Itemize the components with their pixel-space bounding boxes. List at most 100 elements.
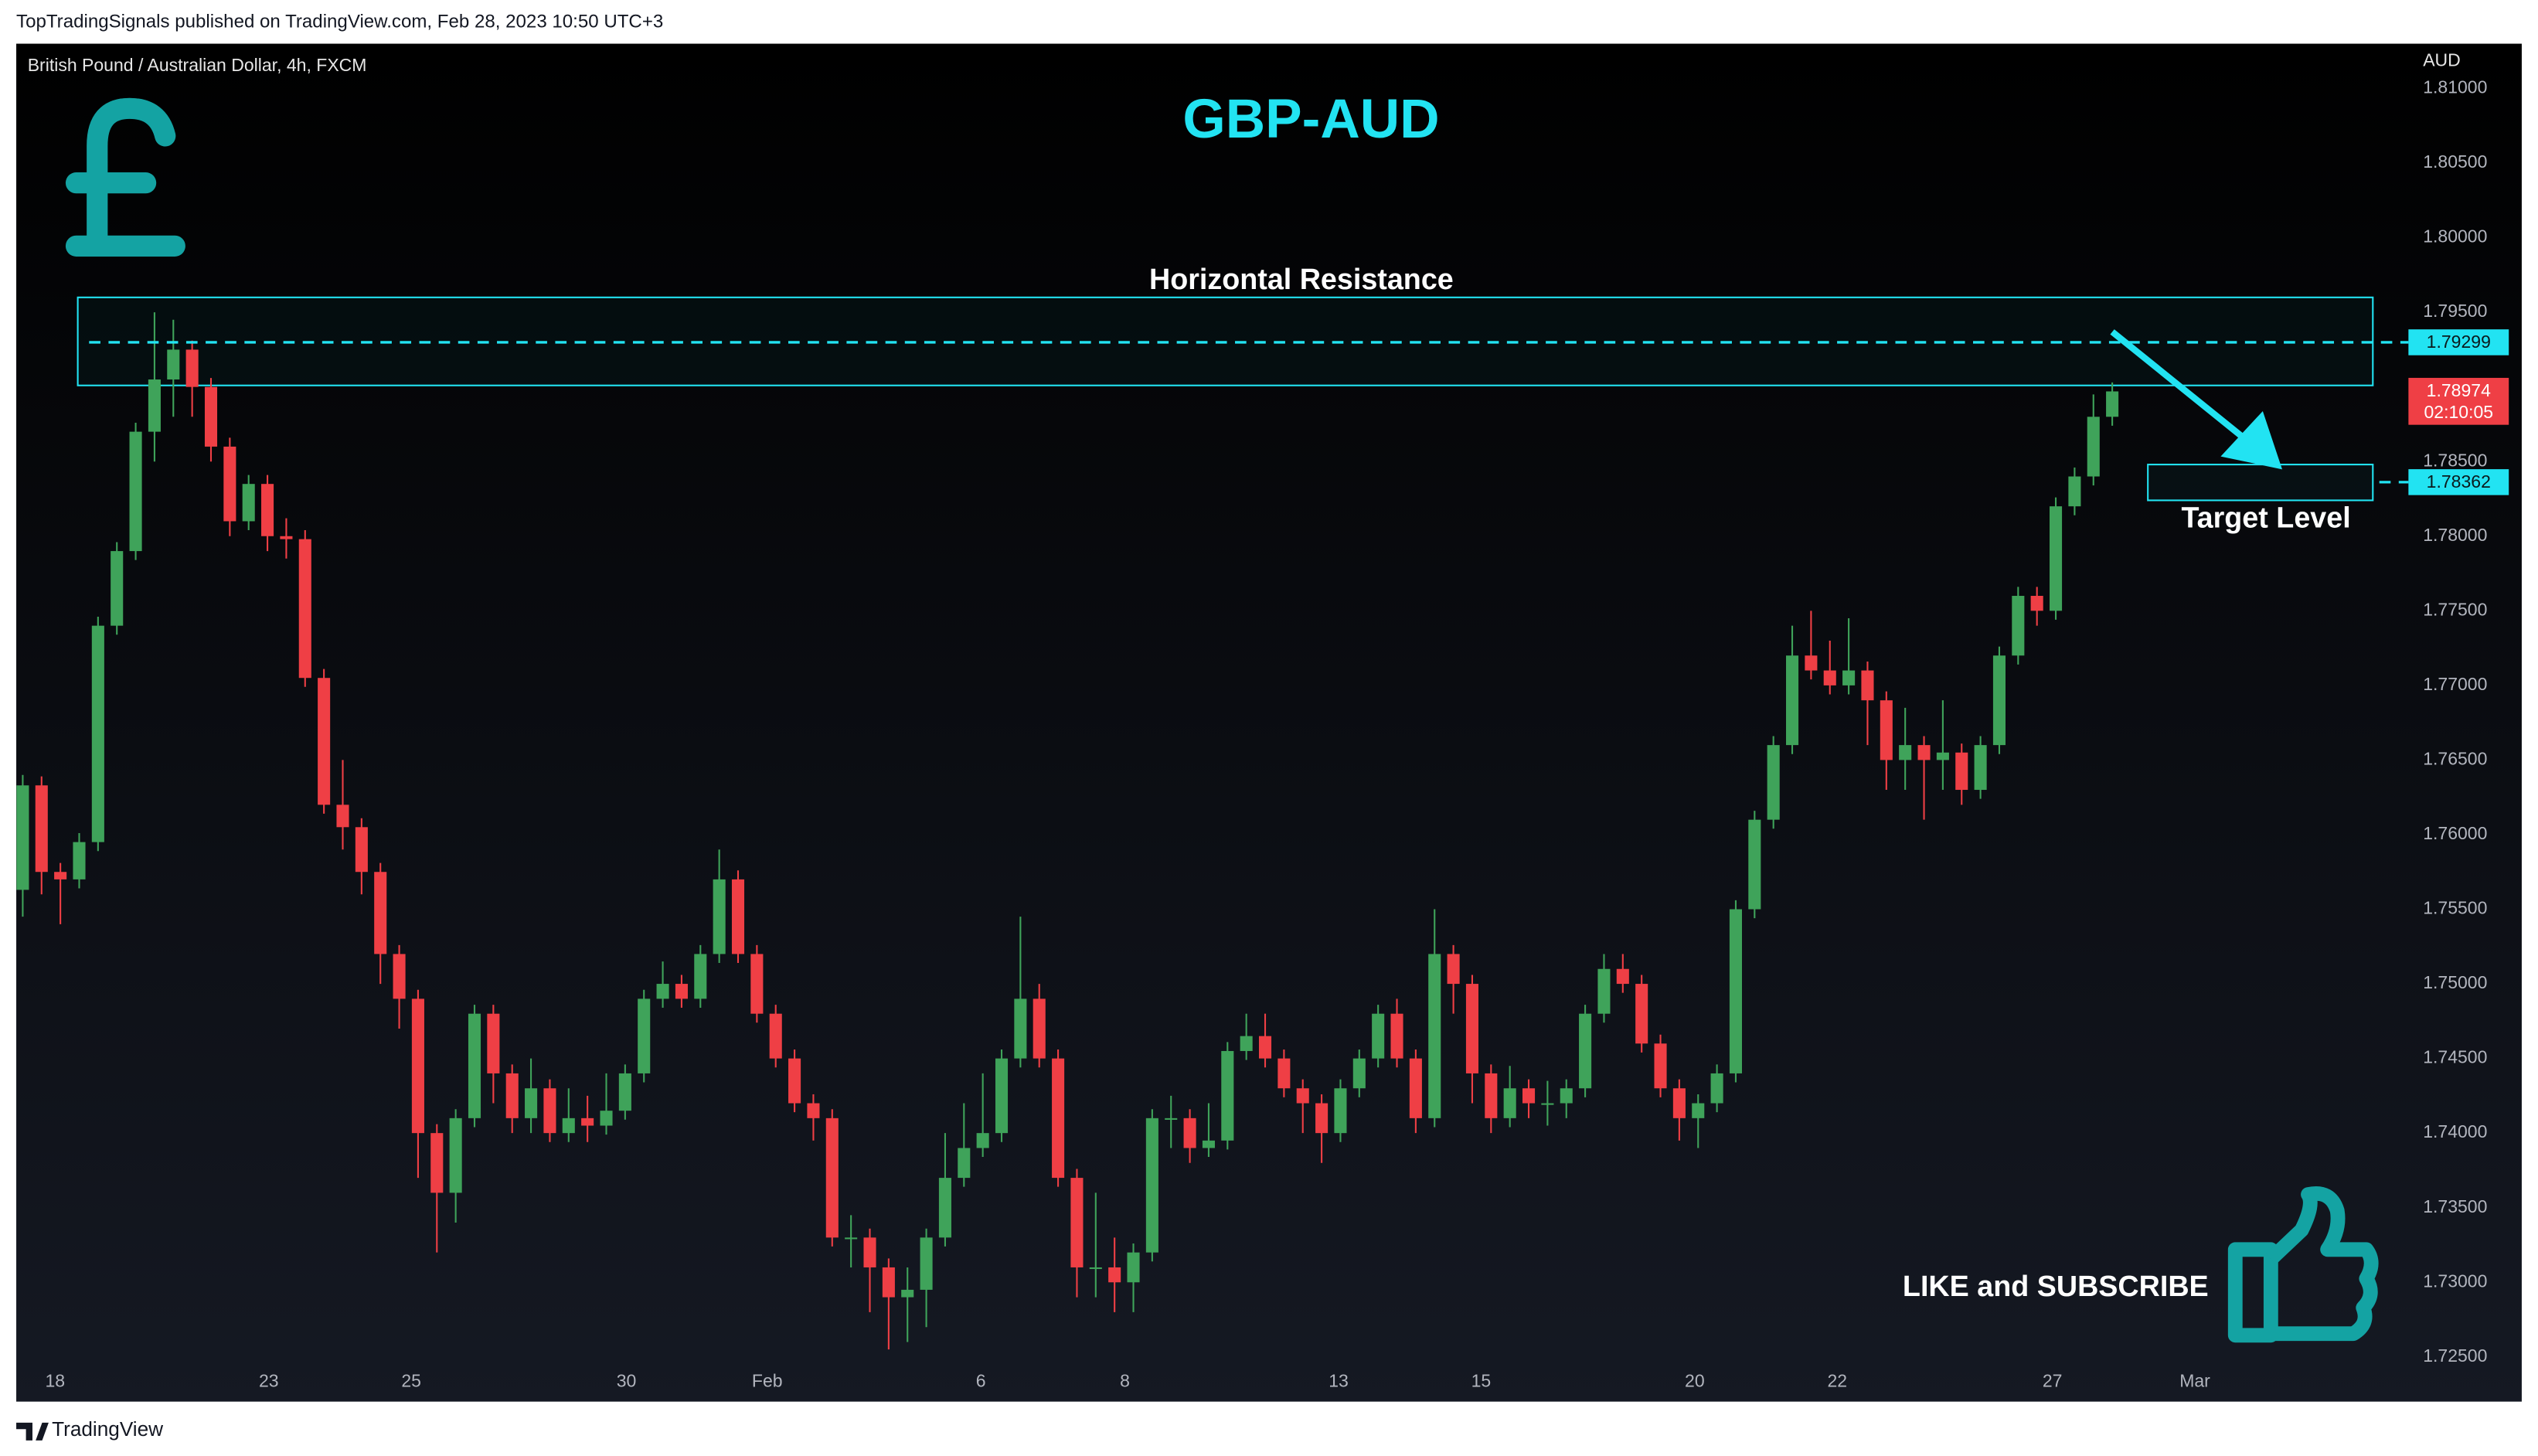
candle-body — [505, 1073, 519, 1118]
candle-body — [562, 1118, 575, 1134]
candle-body — [261, 484, 274, 536]
candle-body — [525, 1088, 538, 1118]
candle-body — [1503, 1088, 1516, 1118]
candle-body — [1597, 968, 1611, 1014]
candle-body — [449, 1118, 462, 1193]
y-tick-label: 1.74000 — [2423, 1121, 2487, 1141]
candle-body — [411, 998, 424, 1134]
y-tick-label: 1.79500 — [2423, 301, 2487, 321]
candle-body — [1108, 1267, 1121, 1283]
candle-body — [1880, 700, 1893, 760]
candle-body — [242, 484, 255, 522]
target-label: Target Level — [2181, 502, 2350, 534]
x-tick-label: 6 — [976, 1371, 986, 1391]
y-tick-label: 1.80000 — [2423, 226, 2487, 247]
candle-body — [769, 1013, 782, 1059]
candle-body — [581, 1118, 594, 1126]
candle-body — [1127, 1252, 1140, 1283]
candle-body — [393, 954, 406, 999]
x-tick-label: 25 — [401, 1371, 421, 1391]
cta-text: LIKE and SUBSCRIBE — [1903, 1270, 2209, 1302]
candle-body — [1447, 954, 1460, 985]
footer: TradingView — [16, 1417, 163, 1441]
candle-body — [1070, 1178, 1084, 1267]
candle-body — [638, 998, 651, 1073]
candle-body — [675, 984, 688, 999]
candle-body — [825, 1118, 839, 1238]
candle-body — [1052, 1058, 1065, 1179]
candle-body — [1334, 1088, 1347, 1134]
x-tick-label: 23 — [259, 1371, 279, 1391]
x-tick-label: 30 — [617, 1371, 637, 1391]
candle-body — [938, 1178, 951, 1238]
footer-brand: TradingView — [52, 1417, 163, 1441]
candle-body — [223, 446, 236, 522]
candle-body — [1296, 1088, 1309, 1104]
candle-body — [901, 1289, 914, 1298]
candle-body — [1465, 984, 1478, 1073]
candle-body — [995, 1058, 1009, 1134]
symbol-label: British Pound / Australian Dollar, 4h, F… — [28, 55, 367, 75]
x-tick-label: 15 — [1471, 1371, 1492, 1391]
candle-body — [1221, 1050, 1234, 1141]
candle-body — [543, 1088, 556, 1134]
candle-body — [1485, 1073, 1498, 1118]
candle-body — [845, 1237, 858, 1240]
candle-body — [2106, 391, 2119, 417]
candle-body — [1258, 1036, 1272, 1059]
candle-body — [148, 379, 161, 432]
candle-body — [1145, 1118, 1158, 1253]
candle-body — [2012, 596, 2025, 656]
candle-body — [1672, 1088, 1686, 1118]
candle-body — [694, 954, 707, 999]
target-zone — [2147, 464, 2374, 502]
x-tick-label: 18 — [46, 1371, 66, 1391]
candle-body — [1955, 752, 1968, 791]
candle-body — [1202, 1140, 1215, 1148]
candle-body — [713, 879, 726, 954]
candle-body — [1428, 954, 1441, 1118]
y-tick-label: 1.76500 — [2423, 748, 2487, 768]
x-tick-label: 13 — [1329, 1371, 1349, 1391]
candle-body — [73, 842, 86, 879]
candle-body — [1729, 909, 1742, 1073]
candle-body — [1710, 1073, 1723, 1104]
candle-body — [1692, 1103, 1705, 1118]
candle-body — [204, 386, 218, 447]
target-tag-label: 1.78362 — [2427, 471, 2491, 492]
candle-body — [2050, 506, 2063, 611]
candle-body — [1315, 1103, 1329, 1134]
y-tick-label: 1.78000 — [2423, 525, 2487, 545]
chart-title: GBP-AUD — [1182, 89, 1439, 150]
candle-body — [1899, 745, 1912, 760]
y-tick-label: 1.72500 — [2423, 1345, 2487, 1366]
candle-body — [129, 431, 142, 552]
candle-body — [1390, 1013, 1403, 1059]
y-tick-label: 1.76000 — [2423, 823, 2487, 843]
last-price-label: 1.78974 — [2427, 380, 2491, 400]
candle-body — [487, 1013, 500, 1073]
thumb-hand — [2265, 1186, 2379, 1342]
countdown-label: 02:10:05 — [2424, 402, 2493, 422]
resistance-tag — [2408, 329, 2509, 355]
candle-body — [656, 984, 669, 999]
y-tick-label: 1.73000 — [2423, 1271, 2487, 1291]
candle-body — [958, 1148, 971, 1179]
y-tick-label: 1.75500 — [2423, 898, 2487, 918]
candle-body — [1635, 984, 1648, 1044]
candle-body — [35, 785, 48, 873]
candle-body — [1748, 819, 1761, 910]
candle-body — [2030, 596, 2043, 611]
candle-body — [1372, 1013, 1385, 1059]
y-tick-label: 1.81000 — [2423, 77, 2487, 97]
candle-body — [468, 1013, 481, 1118]
target-tag — [2408, 469, 2509, 495]
candle-body — [1352, 1058, 1366, 1089]
candle-body — [1917, 745, 1931, 760]
candle-body — [2068, 476, 2081, 507]
candle-body — [1654, 1043, 1667, 1089]
candle-body — [1014, 998, 1027, 1059]
candle-body — [16, 785, 29, 890]
